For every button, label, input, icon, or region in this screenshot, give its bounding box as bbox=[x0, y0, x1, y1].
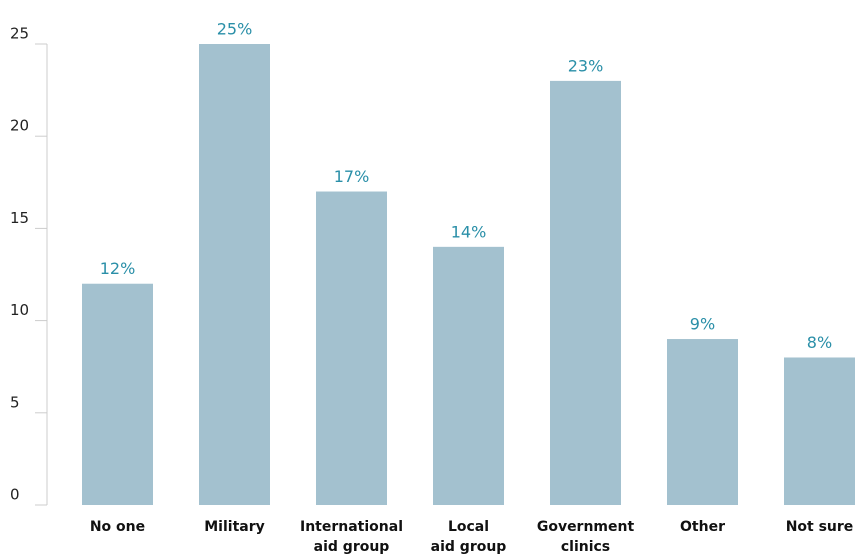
x-tick-label: International aid group bbox=[299, 519, 403, 555]
y-tick-label: 25 bbox=[10, 25, 29, 43]
bar bbox=[433, 246, 504, 505]
x-tick-label: Government clinics bbox=[536, 519, 635, 555]
x-tick-label: Military bbox=[204, 519, 265, 535]
bar bbox=[316, 191, 387, 505]
bar bbox=[550, 80, 621, 505]
value-label: 9% bbox=[690, 315, 715, 334]
bar bbox=[784, 357, 855, 505]
bar bbox=[199, 44, 270, 505]
x-tick-label: Not sure bbox=[785, 519, 854, 535]
bar bbox=[82, 283, 153, 505]
value-label: 17% bbox=[334, 167, 370, 186]
x-tick-label: No one bbox=[89, 519, 146, 535]
y-tick-label: 20 bbox=[10, 117, 29, 135]
x-tick-label: Other bbox=[680, 519, 725, 535]
bar bbox=[667, 339, 738, 505]
value-label: 12% bbox=[100, 259, 136, 278]
value-label: 14% bbox=[451, 222, 487, 241]
value-label: 25% bbox=[217, 20, 253, 39]
value-label: 23% bbox=[568, 56, 604, 75]
y-tick-label: 5 bbox=[10, 393, 20, 411]
y-tick-label: 15 bbox=[10, 209, 29, 227]
y-tick-label: 10 bbox=[10, 301, 29, 319]
value-label: 8% bbox=[807, 333, 832, 352]
y-tick-label: 0 bbox=[10, 486, 20, 504]
x-tick-label: Local aid group bbox=[430, 519, 507, 555]
